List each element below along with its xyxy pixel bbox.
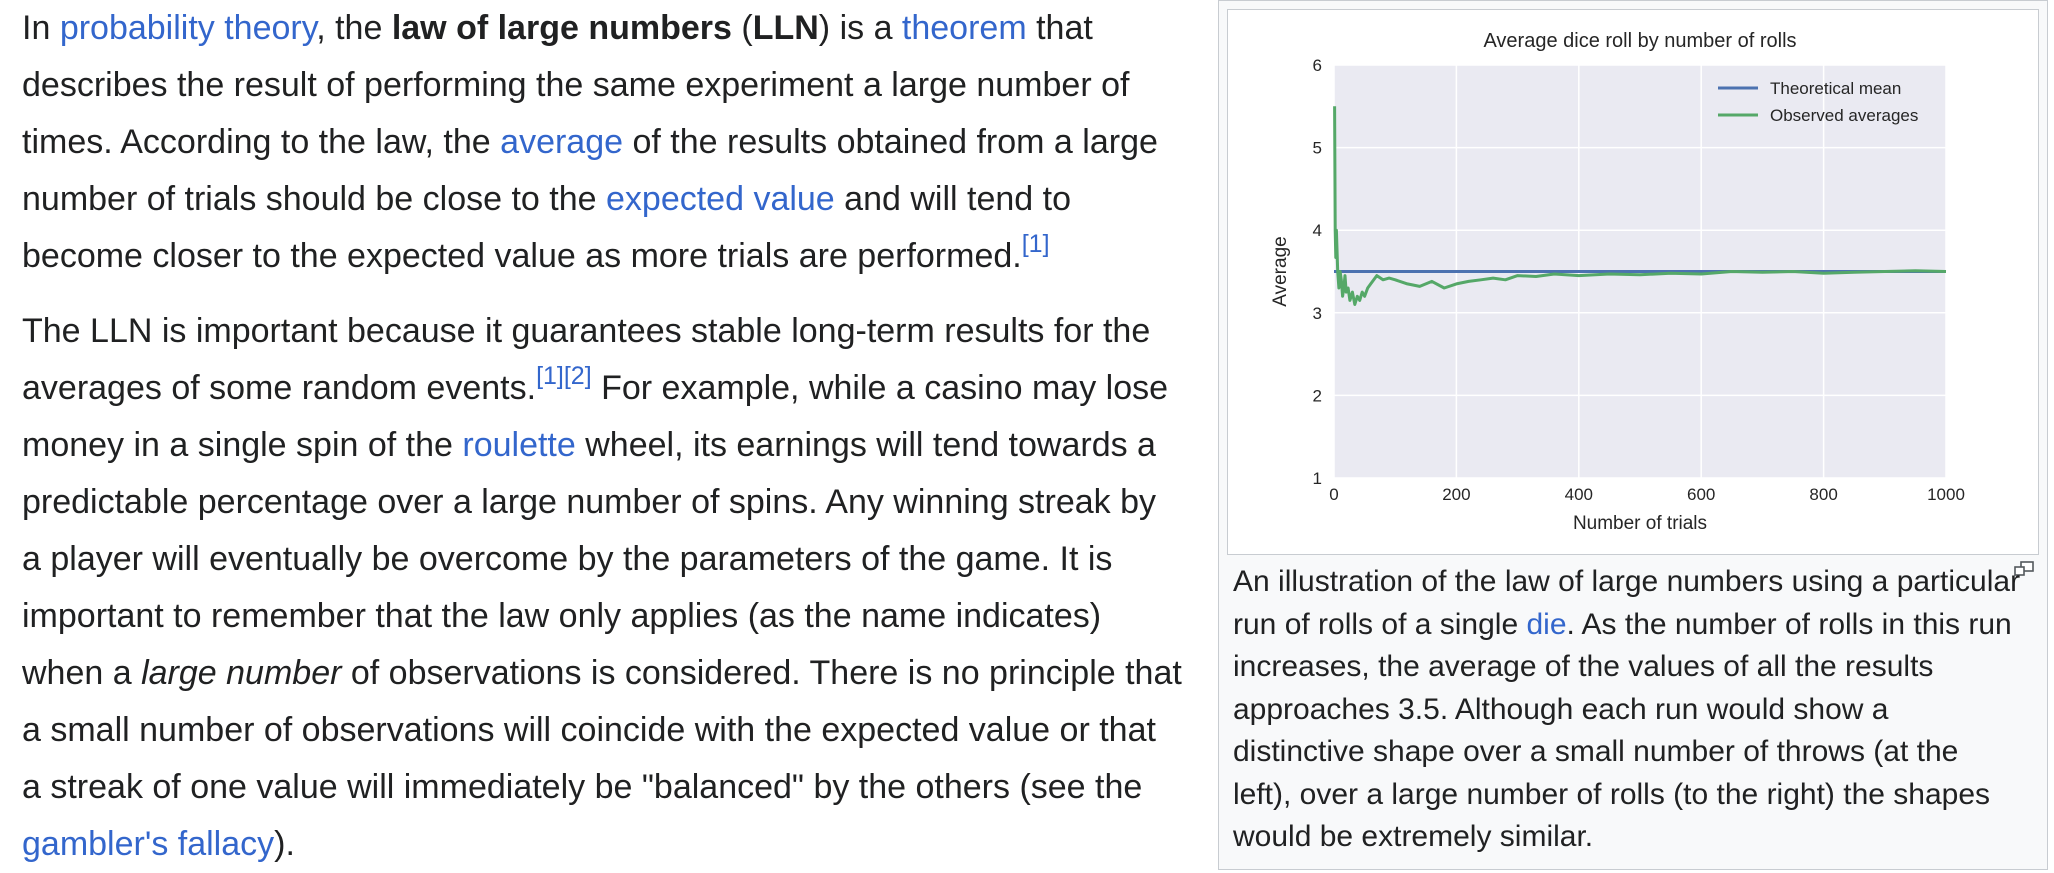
x-tick-label: 200 <box>1442 485 1470 504</box>
intro-paragraph: In probability theory, the law of large … <box>22 0 1182 285</box>
text: that describes the result of performing … <box>22 9 1130 161</box>
x-tick-label: 0 <box>1329 485 1338 504</box>
y-tick-label: 1 <box>1313 469 1322 488</box>
link-theorem[interactable]: theorem <box>901 9 1027 47</box>
text: In <box>22 9 60 47</box>
text: ( <box>731 9 753 47</box>
y-tick-label: 3 <box>1313 304 1322 323</box>
link-die[interactable]: die <box>1526 607 1567 641</box>
reference-link-1[interactable]: [1] <box>1021 230 1050 258</box>
y-tick-label: 6 <box>1313 56 1322 75</box>
link-expected-value[interactable]: expected value <box>606 180 835 218</box>
text: of observations is considered. There is … <box>22 654 1182 806</box>
text: , the <box>316 9 392 47</box>
x-tick-label: 1000 <box>1927 485 1965 504</box>
line-chart: 0 200 400 600 800 1000 1 2 3 4 5 6 Average dice roll… <box>1270 30 1965 534</box>
text: For example, while a casino may lose mon… <box>22 369 1169 464</box>
y-tick-label: 5 <box>1313 139 1322 158</box>
text: An illustration of the law of large numb… <box>1233 565 2021 641</box>
chart-image[interactable]: 0 200 400 600 800 1000 1 2 3 4 5 6 Average dice roll… <box>1227 9 2039 555</box>
reference-link-2[interactable]: [2] <box>563 362 592 390</box>
figure-caption: An illustration of the law of large numb… <box>1233 561 2023 859</box>
text: of the results obtained from a large num… <box>22 123 1158 218</box>
importance-paragraph: The LLN is important because it guarante… <box>22 303 1182 873</box>
reference-link-1[interactable]: [1] <box>536 362 564 390</box>
link-roulette[interactable]: roulette <box>462 426 576 464</box>
y-tick-label: 4 <box>1313 221 1322 240</box>
reference-superscript: [1][2] <box>536 362 592 390</box>
x-tick-label: 800 <box>1809 485 1837 504</box>
y-axis-label: Average <box>1270 236 1291 306</box>
text: The LLN is important because it guarante… <box>22 312 1151 407</box>
link-gamblers-fallacy[interactable]: gambler's fallacy <box>22 825 275 863</box>
italic-term: large number <box>141 654 342 692</box>
bold-abbreviation: LLN <box>752 9 819 47</box>
link-probability-theory[interactable]: probability theory <box>59 9 317 47</box>
text: . As the number of rolls in this run inc… <box>1233 607 2012 854</box>
x-tick-label: 400 <box>1565 485 1593 504</box>
article-body: In probability theory, the law of large … <box>22 0 1182 873</box>
magnify-clip-icon[interactable] <box>2013 561 2035 577</box>
observed-averages-line <box>1333 106 1947 306</box>
figure-thumbnail: 0 200 400 600 800 1000 1 2 3 4 5 6 Average dice roll… <box>1218 0 2048 870</box>
y-tick-label: 2 <box>1313 386 1322 405</box>
chart-title: Average dice roll by number of rolls <box>1483 30 1796 52</box>
bold-term: law of large numbers <box>391 9 732 47</box>
legend-label: Observed averages <box>1770 106 1918 125</box>
link-average[interactable]: average <box>500 123 624 161</box>
x-tick-label: 600 <box>1687 485 1715 504</box>
text: ). <box>274 825 295 863</box>
x-axis-label: Number of trials <box>1573 513 1707 534</box>
reference-superscript: [1] <box>1022 230 1050 258</box>
text: and will tend to become closer to the ex… <box>22 180 1071 275</box>
text: ) is a <box>818 9 902 47</box>
enlarge-icon <box>2014 561 2034 576</box>
text: wheel, its earnings will tend towards a … <box>22 426 1156 692</box>
legend-label: Theoretical mean <box>1770 79 1901 98</box>
